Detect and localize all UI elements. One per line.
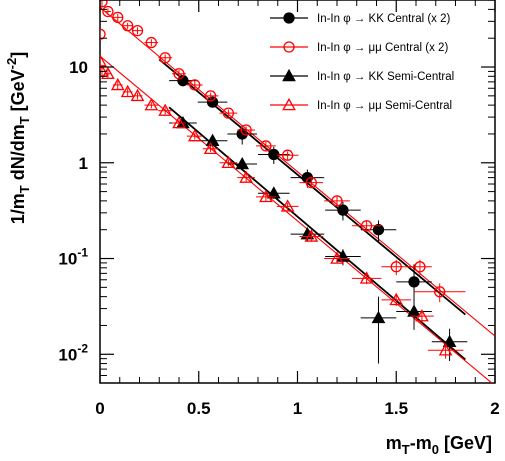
data-point: [110, 77, 125, 91]
data-point: [259, 189, 273, 203]
data-point: [331, 195, 343, 207]
data-point: [360, 220, 373, 232]
data-point: [102, 5, 114, 18]
legend-marker: [283, 41, 295, 53]
data-point: [407, 304, 421, 317]
legend: In-In φ → KK Central (x 2) In-In φ → μμ C…: [270, 12, 454, 112]
y-tick-label: 10-1: [58, 246, 88, 269]
y-tick-label: 1: [79, 154, 88, 173]
data-point: [359, 271, 374, 284]
legend-label: In-In φ → KK Semi-Central: [317, 71, 454, 83]
legend-entry-1: In-In φ → KK Central (x 2): [270, 12, 451, 25]
x-tick-label: 1: [293, 399, 302, 418]
x-tick-label: 1.5: [384, 399, 408, 418]
legend-label: In-In φ → μμ Central (x 2): [317, 42, 448, 54]
data-point: [172, 115, 186, 129]
data-point: [131, 24, 144, 37]
data-point: [330, 251, 344, 264]
legend-marker: [282, 97, 296, 111]
data-point: [187, 128, 202, 142]
data-point: [280, 199, 295, 212]
y-axis-title: 1/mT dN/dmT [GeV-2]: [4, 52, 32, 225]
legend-entry-2: In-In φ → μμ Central (x 2): [270, 41, 448, 54]
legend-marker: [282, 68, 296, 82]
data-point: [130, 88, 145, 102]
data-point: [222, 107, 235, 119]
fit-line-3: [168, 106, 466, 361]
data-point: [100, 54, 107, 67]
series-1: [169, 75, 432, 300]
data-point: [438, 343, 453, 356]
data-point: [159, 52, 171, 64]
data-point: [120, 84, 135, 98]
data-point: [100, 28, 106, 40]
legend-entry-3: In-In φ → KK Semi-Central: [270, 68, 454, 83]
data-point: [268, 148, 280, 161]
series-2: [100, 0, 466, 303]
data-point: [337, 204, 349, 216]
legend-label: In-In φ → μμ Semi-Central: [317, 100, 452, 112]
data-point: [239, 170, 254, 183]
data-point: [122, 20, 134, 32]
data-point: [235, 156, 250, 170]
data-point: [414, 261, 426, 273]
data-point: [260, 140, 272, 152]
data-point: [221, 155, 236, 169]
data-point: [189, 79, 201, 91]
data-point: [371, 310, 386, 324]
data-point: [305, 177, 317, 189]
data-point: [158, 103, 173, 116]
data-point: [100, 0, 108, 8]
data-point: [390, 261, 402, 273]
x-axis-title: mT-m0 [GeV]: [386, 433, 492, 457]
data-point: [408, 276, 420, 288]
x-tick-label: 2: [490, 399, 499, 418]
data-point: [281, 149, 294, 161]
legend-label: In-In φ → KK Central (x 2): [317, 13, 451, 25]
series-3: [169, 115, 468, 364]
data-point: [203, 141, 218, 155]
data-point: [442, 334, 457, 348]
x-tick-label: 0: [95, 399, 104, 418]
data-point: [206, 96, 219, 108]
data-point: [144, 98, 159, 111]
y-tick-label: 10-2: [58, 341, 88, 364]
data-point: [173, 68, 185, 80]
data-point: [434, 286, 446, 298]
data-point: [204, 90, 217, 102]
fit-line-2: [100, 6, 495, 337]
data-point: [389, 292, 404, 306]
data-point: [112, 11, 124, 24]
data-point: [415, 309, 429, 322]
legend-entry-4: In-In φ → μμ Semi-Central: [270, 97, 452, 112]
data-point: [304, 229, 319, 242]
data-point: [240, 124, 252, 136]
data-point: [101, 66, 115, 80]
data-point: [266, 186, 281, 199]
x-tick-label: 0.5: [187, 399, 211, 418]
y-tick-label: 10: [69, 58, 88, 77]
data-point: [145, 36, 158, 49]
series-4: [100, 54, 464, 359]
data-point: [372, 224, 385, 236]
legend-marker: [283, 12, 295, 24]
